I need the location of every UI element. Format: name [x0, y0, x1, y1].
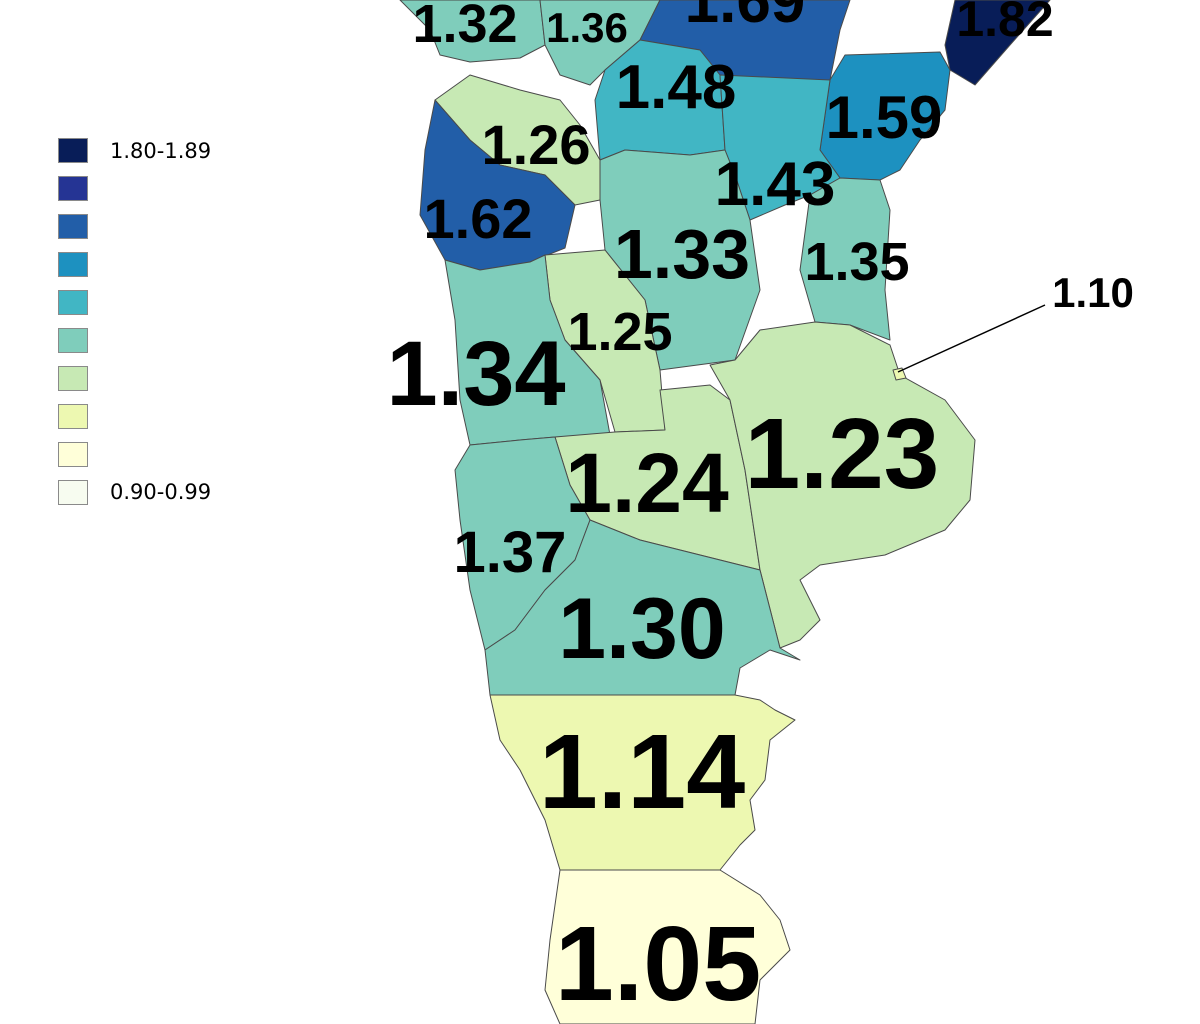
value-label: 1.25: [567, 302, 672, 362]
legend-swatch: [58, 176, 88, 201]
region-santa-cruz[interactable]: [544, 869, 791, 1024]
value-label: 1.24: [565, 436, 729, 530]
region-caba[interactable]: [892, 367, 907, 381]
value-label: 1.33: [614, 215, 750, 293]
region-entre-rios[interactable]: [799, 177, 891, 341]
legend-swatch: [58, 404, 88, 429]
legend-label-max: 1.80-1.89: [110, 139, 212, 163]
legend-swatch: [58, 138, 88, 163]
value-label: 1.34: [386, 323, 565, 425]
region-rio-negro[interactable]: [484, 519, 801, 696]
legend-swatch: [58, 442, 88, 467]
value-label: 1.32: [412, 0, 517, 54]
region-chubut[interactable]: [489, 694, 796, 871]
value-label: 1.30: [558, 581, 725, 677]
legend-swatch: [58, 252, 88, 277]
legend-swatch: [58, 328, 88, 353]
value-label: 1.82: [956, 0, 1053, 47]
value-label: 1.69: [685, 0, 806, 36]
legend-swatch: [58, 366, 88, 391]
legend-swatch: [58, 290, 88, 315]
legend-label-min: 0.90-0.99: [110, 480, 212, 504]
value-label: 1.59: [826, 84, 943, 151]
value-label: 1.05: [555, 905, 761, 1023]
value-label: 1.48: [616, 53, 737, 122]
value-label: 1.10: [1052, 269, 1134, 316]
region-mendoza[interactable]: [444, 254, 611, 446]
value-label: 1.62: [424, 187, 533, 250]
value-label: 1.14: [539, 713, 745, 831]
legend-swatch: [58, 214, 88, 239]
value-label: 1.36: [546, 4, 628, 51]
value-label: 1.23: [745, 398, 940, 510]
value-label: 1.26: [482, 113, 591, 176]
region-misiones[interactable]: [944, 0, 1051, 86]
value-label: 1.37: [454, 520, 567, 585]
value-label: 1.35: [804, 232, 909, 292]
value-label: 1.43: [715, 150, 836, 219]
legend-swatch: [58, 480, 88, 505]
caba-leader-line: [897, 304, 1046, 373]
